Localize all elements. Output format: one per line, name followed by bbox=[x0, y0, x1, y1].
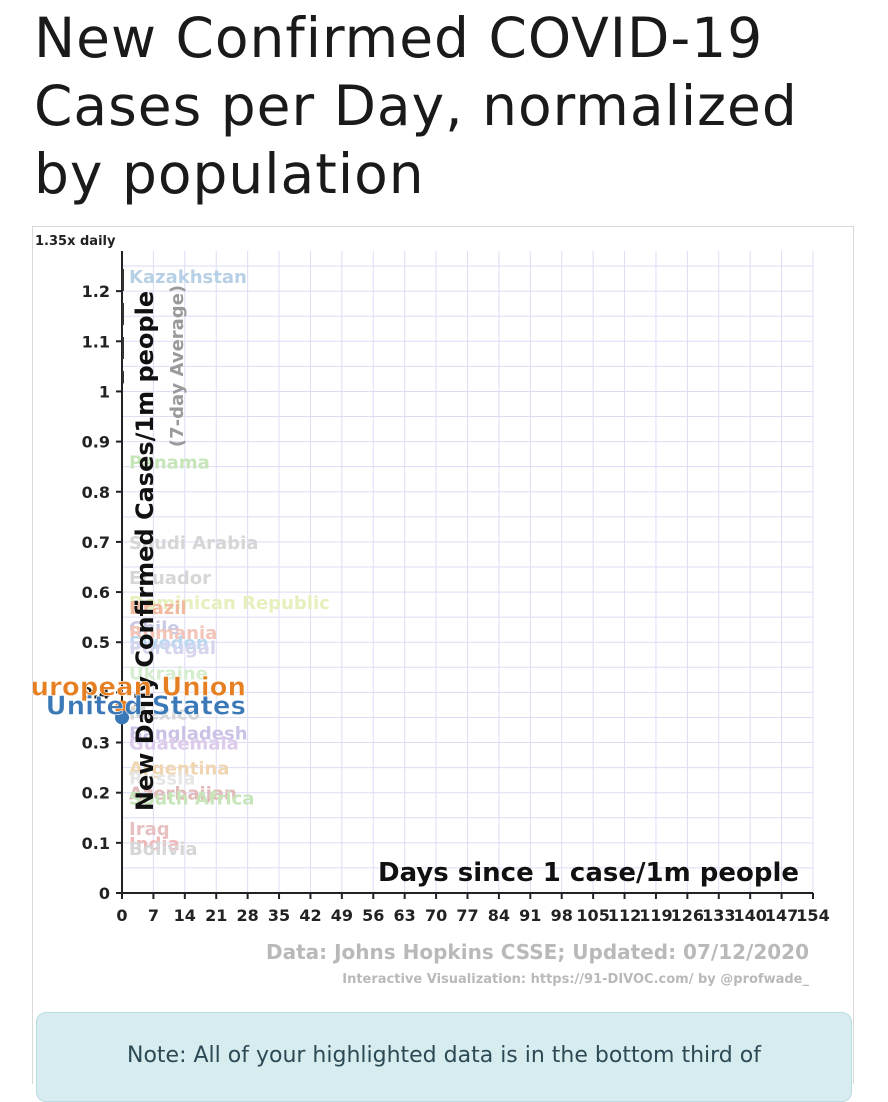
x-tick-label: 0 bbox=[116, 906, 127, 925]
y-tick-label: 0.5 bbox=[82, 633, 110, 652]
y-tick-label: 0.3 bbox=[82, 734, 110, 753]
x-tick-label: 98 bbox=[551, 906, 573, 925]
x-axis-label: Days since 1 case/1m people bbox=[378, 858, 799, 888]
background-country-label: Dominican Republic bbox=[129, 593, 330, 614]
credit-text: Interactive Visualization: https://91-DI… bbox=[342, 972, 809, 987]
y-tick-label: 1.2 bbox=[82, 282, 110, 301]
guide-label: 1.35x daily bbox=[35, 234, 116, 249]
background-country-label: Sweden bbox=[129, 633, 209, 654]
background-country-label: Azerbaijan bbox=[129, 784, 237, 805]
x-tick-label: 49 bbox=[331, 906, 353, 925]
x-tick-label: 7 bbox=[148, 906, 159, 925]
chart-frame: Kazakhstan Panama Saudi Arabia Ecuador Domin… bbox=[32, 226, 854, 1084]
x-tick-label: 154 bbox=[796, 906, 829, 925]
y-tick-label: 0.2 bbox=[82, 784, 110, 803]
series-point[interactable] bbox=[115, 700, 129, 715]
background-country-label: Argentina bbox=[129, 759, 229, 780]
background-country-label: Panama bbox=[129, 453, 210, 474]
y-axis-label: New Daily Confirmed Cases/1m people bbox=[131, 291, 159, 811]
background-country-label: Guatemala bbox=[129, 734, 239, 755]
note-box: Note: All of your highlighted data is in… bbox=[36, 1012, 852, 1102]
y-tick-label: 1.1 bbox=[82, 332, 110, 351]
background-country-label: Iraq bbox=[129, 819, 170, 840]
y-tick-label: 0.9 bbox=[82, 433, 110, 452]
x-tick-label: 63 bbox=[394, 906, 416, 925]
x-tick-label: 56 bbox=[362, 906, 384, 925]
series-point[interactable] bbox=[115, 710, 129, 725]
covid-cases-chart[interactable]: Kazakhstan Panama Saudi Arabia Ecuador Domin… bbox=[33, 227, 855, 1085]
x-tick-label: 112 bbox=[608, 906, 641, 925]
background-country-label: India bbox=[129, 834, 180, 855]
x-tick-label: 105 bbox=[576, 906, 609, 925]
y-tick-label: 0.1 bbox=[82, 834, 110, 853]
x-tick-label: 28 bbox=[237, 906, 259, 925]
y-tick-label: 0.4 bbox=[82, 683, 110, 702]
x-tick-label: 140 bbox=[733, 906, 766, 925]
background-country-label: South Africa bbox=[129, 789, 254, 810]
data-source-text: Data: Johns Hopkins CSSE; Updated: 07/12… bbox=[266, 940, 809, 964]
x-tick-label: 70 bbox=[425, 906, 447, 925]
background-country-label: Bolivia bbox=[129, 839, 197, 860]
y-tick-label: 0.6 bbox=[82, 583, 110, 602]
x-tick-label: 126 bbox=[671, 906, 704, 925]
x-tick-label: 35 bbox=[268, 906, 290, 925]
x-tick-label: 21 bbox=[205, 906, 227, 925]
background-country-label: Brazil bbox=[129, 598, 187, 619]
x-tick-label: 91 bbox=[519, 906, 541, 925]
background-country-label: Ecuador bbox=[129, 568, 211, 589]
y-tick-label: 0.8 bbox=[82, 483, 110, 502]
background-country-label: Portugal bbox=[129, 638, 216, 659]
y-tick-label: 1 bbox=[99, 382, 110, 401]
background-country-label: Mexico bbox=[129, 703, 200, 724]
background-country-label: Chile bbox=[129, 618, 180, 639]
series-label: European Union bbox=[33, 672, 246, 702]
background-country-label: Romania bbox=[129, 623, 217, 644]
background-country-label: Saudi Arabia bbox=[129, 533, 258, 554]
x-tick-label: 119 bbox=[639, 906, 672, 925]
x-tick-label: 84 bbox=[488, 906, 510, 925]
x-tick-label: 42 bbox=[299, 906, 321, 925]
y-tick-label: 0.7 bbox=[82, 533, 110, 552]
background-country-label: Ukraine bbox=[129, 663, 208, 684]
background-country-label: Kazakhstan bbox=[129, 267, 247, 288]
note-text: Note: All of your highlighted data is in… bbox=[127, 1043, 761, 1068]
y-axis-sublabel: (7-day Average) bbox=[167, 285, 188, 447]
x-tick-label: 14 bbox=[174, 906, 196, 925]
x-tick-label: 133 bbox=[702, 906, 735, 925]
background-country-label: Russia bbox=[129, 769, 195, 790]
series-label: United States bbox=[46, 691, 247, 721]
x-tick-label: 147 bbox=[765, 906, 798, 925]
page-title: New Confirmed COVID-19 Cases per Day, no… bbox=[34, 6, 798, 206]
background-country-label: Bangladesh bbox=[129, 724, 248, 745]
y-tick-label: 0 bbox=[99, 884, 110, 903]
x-tick-label: 77 bbox=[456, 906, 478, 925]
